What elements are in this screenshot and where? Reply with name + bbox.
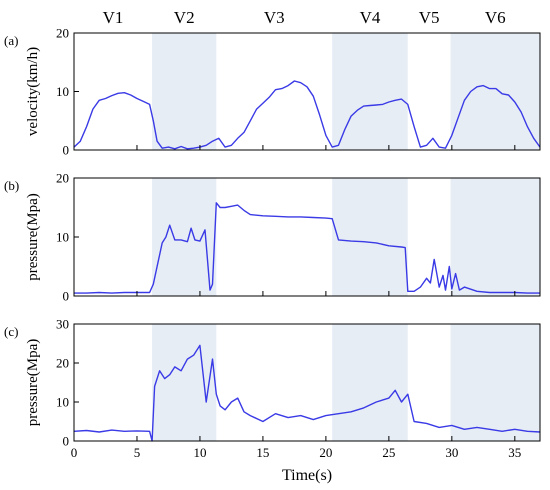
y-tick-label-panel-1-10: 10 bbox=[56, 84, 69, 99]
series-line-panel-1 bbox=[73, 80, 541, 150]
segment-band-v2-panel-2 bbox=[152, 178, 217, 296]
x-tick-label-0: 0 bbox=[71, 445, 78, 460]
segment-band-v6-panel-1 bbox=[450, 33, 540, 150]
segment-label-v4: V4 bbox=[360, 8, 381, 27]
x-tick-label-5: 5 bbox=[134, 445, 141, 460]
plot-frame-panel-3 bbox=[73, 323, 541, 442]
y-tick-label-panel-1-20: 20 bbox=[56, 26, 69, 41]
x-tick-label-25: 25 bbox=[382, 445, 395, 460]
x-axis-label: Time(s) bbox=[282, 467, 332, 484]
y-tick-label-panel-2-10: 10 bbox=[56, 230, 69, 245]
x-tick-label-10: 10 bbox=[193, 445, 206, 460]
y-tick-label-panel-2-20: 20 bbox=[56, 171, 69, 186]
segment-label-v6: V6 bbox=[485, 8, 506, 27]
segment-band-v6-panel-2 bbox=[450, 178, 540, 296]
panel-label-1: (a) bbox=[4, 33, 18, 48]
segment-band-v6-panel-3 bbox=[450, 324, 540, 441]
x-tick-label-30: 30 bbox=[445, 445, 458, 460]
segment-band-v4-panel-2 bbox=[332, 178, 408, 296]
y-tick-label-panel-2-0: 0 bbox=[63, 289, 70, 304]
segment-label-v2: V2 bbox=[174, 8, 195, 27]
y-axis-label-panel-3: pressure(Mpa) bbox=[25, 339, 41, 426]
panel-label-3: (c) bbox=[4, 324, 18, 339]
panel-label-2: (b) bbox=[4, 178, 19, 193]
segment-band-v4-panel-3 bbox=[332, 324, 408, 441]
segment-band-v2-panel-1 bbox=[152, 33, 217, 150]
y-tick-label-panel-3-0: 0 bbox=[63, 434, 70, 449]
y-axis-label-panel-2: pressure(Mpa) bbox=[25, 193, 41, 280]
segment-band-v2-panel-3 bbox=[152, 324, 217, 441]
x-tick-label-35: 35 bbox=[508, 445, 521, 460]
y-tick-label-panel-3-20: 20 bbox=[56, 356, 69, 371]
y-tick-label-panel-1-0: 0 bbox=[63, 143, 70, 158]
series-line-panel-2 bbox=[74, 202, 540, 294]
y-tick-label-panel-3-10: 10 bbox=[56, 395, 69, 410]
x-tick-label-15: 15 bbox=[256, 445, 269, 460]
segment-label-v3: V3 bbox=[264, 8, 285, 27]
segment-label-v5: V5 bbox=[419, 8, 440, 27]
y-axis-label-panel-1: velocity(km/h) bbox=[25, 47, 41, 136]
series-line-panel-3 bbox=[73, 344, 541, 442]
y-tick-label-panel-3-30: 30 bbox=[56, 317, 69, 332]
segment-label-v1: V1 bbox=[103, 8, 124, 27]
x-tick-label-20: 20 bbox=[319, 445, 332, 460]
